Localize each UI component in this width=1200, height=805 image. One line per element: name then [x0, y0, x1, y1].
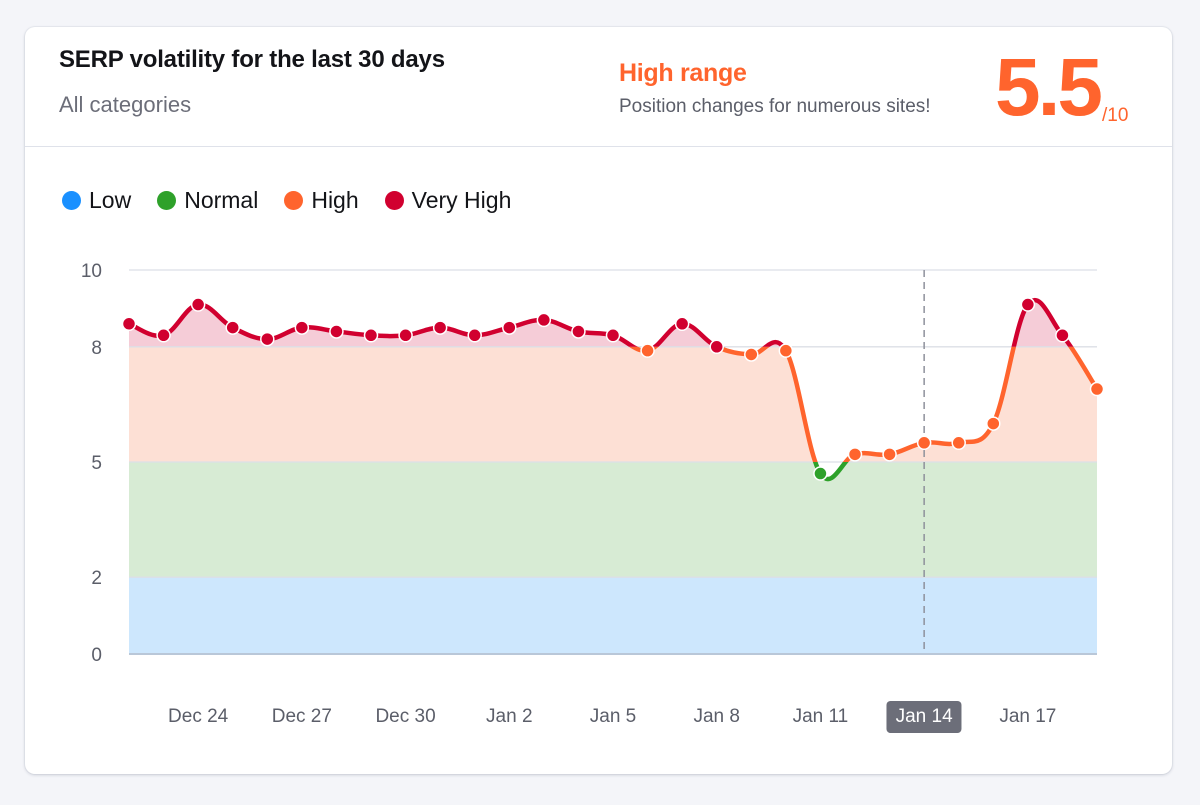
score-value: 5.5 — [995, 42, 1103, 133]
y-tick-label: 10 — [81, 261, 102, 282]
data-point[interactable] — [882, 447, 897, 462]
x-tick-label: Jan 11 — [792, 706, 849, 727]
card-header: SERP volatility for the last 30 days All… — [25, 27, 1172, 147]
data-point[interactable] — [467, 328, 482, 343]
data-point[interactable] — [398, 328, 413, 343]
legend-label: Normal — [184, 187, 259, 213]
data-point[interactable] — [605, 328, 621, 343]
data-point[interactable] — [1020, 297, 1036, 312]
volatility-line — [628, 346, 1100, 462]
data-point[interactable] — [329, 324, 344, 339]
data-point[interactable] — [1089, 381, 1105, 397]
category-label: All categories — [59, 92, 192, 117]
legend-label: Low — [89, 187, 132, 213]
data-point[interactable] — [778, 343, 794, 358]
y-tick-label: 2 — [91, 568, 102, 589]
data-point[interactable] — [986, 416, 1001, 431]
data-point[interactable] — [156, 328, 171, 343]
data-point[interactable] — [190, 297, 206, 312]
data-point[interactable] — [502, 320, 517, 335]
x-tick-label-highlighted: Jan 14 — [886, 701, 962, 733]
data-point[interactable] — [1055, 328, 1070, 343]
range-label: High range — [619, 59, 747, 87]
data-point[interactable] — [294, 320, 310, 335]
data-point[interactable] — [951, 435, 966, 451]
data-point[interactable] — [432, 320, 448, 335]
data-point[interactable] — [640, 343, 655, 358]
legend-item-low[interactable]: Low — [62, 187, 131, 214]
x-tick-label: Dec 27 — [271, 706, 332, 727]
range-description: Position changes for numerous sites! — [619, 96, 931, 117]
normal-dot-icon — [157, 191, 177, 210]
data-point[interactable] — [847, 447, 863, 462]
data-point[interactable] — [709, 339, 724, 355]
y-tick-label: 8 — [91, 338, 102, 359]
data-point[interactable] — [121, 316, 137, 332]
low-dot-icon — [62, 191, 81, 210]
x-tick-label: Jan 5 — [589, 706, 637, 727]
legend-item-high[interactable]: High — [284, 187, 359, 214]
x-tick-label: Dec 24 — [168, 706, 229, 727]
data-point[interactable] — [571, 324, 586, 339]
data-point[interactable] — [916, 435, 932, 451]
score-max: /10 — [1102, 105, 1129, 126]
y-tick-label: 5 — [91, 453, 102, 474]
x-tick-label: Dec 30 — [375, 706, 436, 727]
legend-label: Very High — [411, 187, 512, 213]
x-tick-label: Jan 17 — [999, 706, 1057, 727]
x-tick-label: Jan 2 — [486, 706, 533, 727]
legend-item-very-high[interactable]: Very High — [384, 187, 512, 214]
data-point[interactable] — [225, 320, 240, 335]
data-point[interactable] — [674, 316, 690, 332]
data-point[interactable] — [536, 312, 552, 328]
data-point[interactable] — [744, 347, 759, 362]
x-tick-label: Jan 8 — [693, 706, 740, 727]
volatility-score: 5.5 /10 — [995, 39, 1128, 129]
data-point[interactable] — [260, 331, 275, 347]
data-point[interactable] — [813, 466, 828, 481]
chart-legend: Low Normal High Very High — [62, 187, 511, 214]
data-point[interactable] — [363, 328, 379, 343]
legend-item-normal[interactable]: Normal — [157, 187, 258, 214]
card-title: SERP volatility for the last 30 days — [59, 46, 445, 73]
y-tick-label: 0 — [91, 645, 102, 666]
high-dot-icon — [284, 191, 304, 210]
very-high-dot-icon — [384, 191, 404, 210]
legend-label: High — [311, 187, 359, 213]
